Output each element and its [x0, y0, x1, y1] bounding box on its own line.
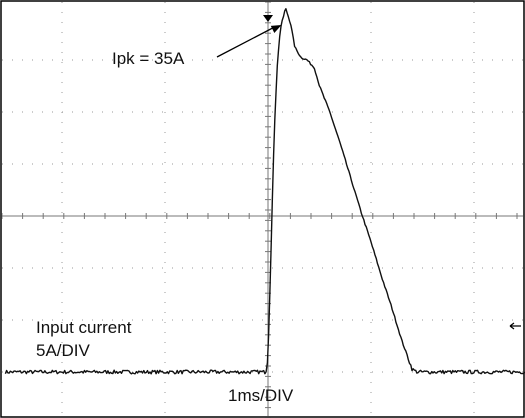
channel-label: Input current: [36, 318, 132, 337]
peak-arrow: [216, 25, 276, 58]
vertical-scale-label: 5A/DIV: [36, 341, 91, 360]
peak-label: Ipk = 35A: [112, 49, 185, 68]
trigger-marker-top: [263, 15, 273, 22]
peak-arrowhead: [270, 25, 282, 34]
time-scale-label: 1ms/DIV: [228, 386, 294, 405]
level-marker-right: [509, 322, 521, 330]
current-trace: [4, 7, 525, 375]
